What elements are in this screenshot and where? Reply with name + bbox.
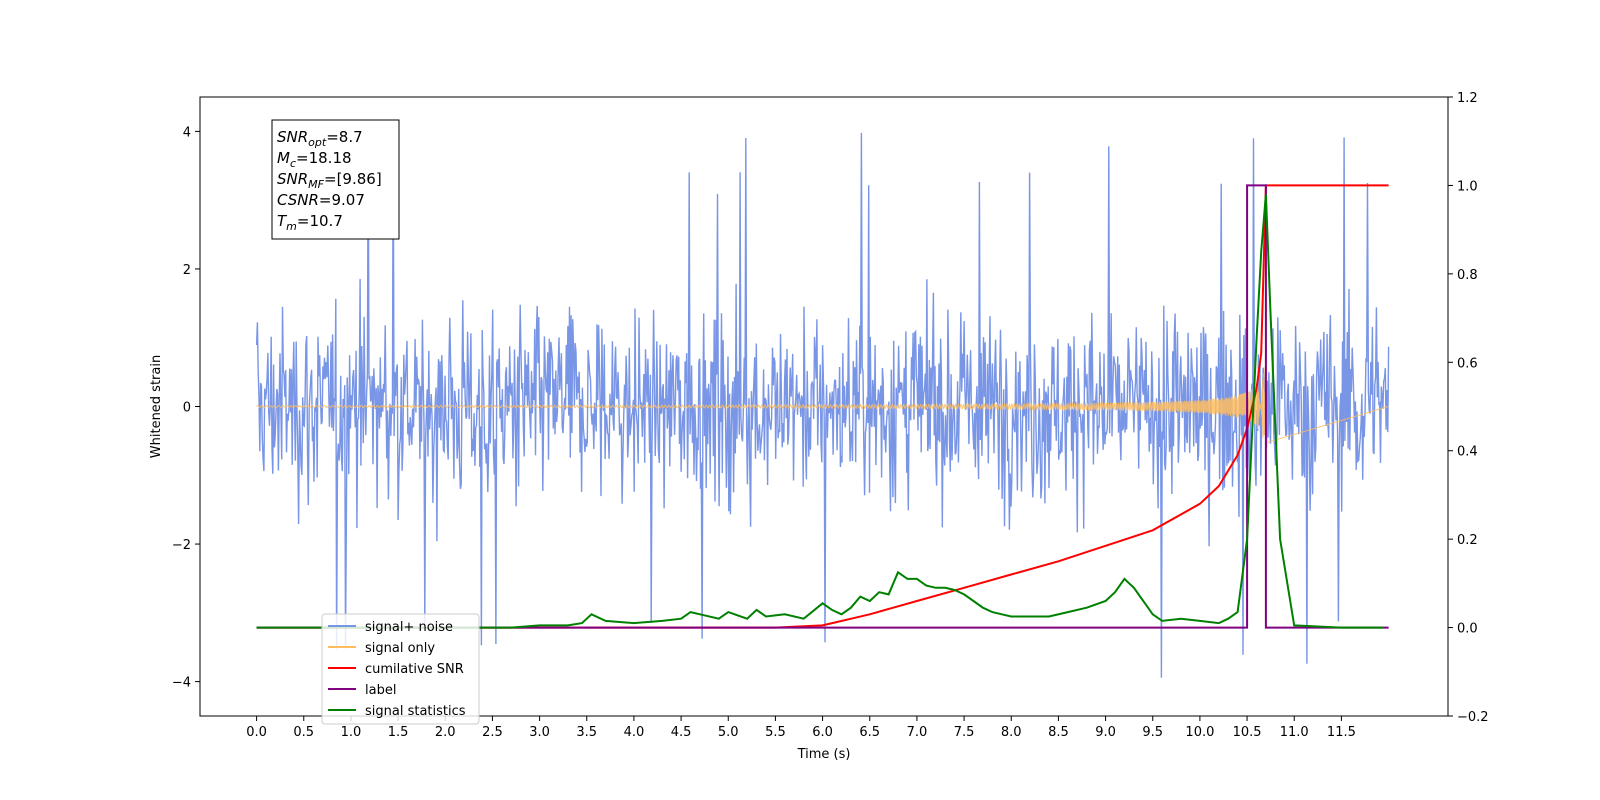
annotation-value: =[9.86] [324, 170, 382, 188]
annotation-symbol: M [277, 149, 290, 167]
plot-area [255, 126, 1390, 678]
annotation-line: SNRopt=8.7 [277, 128, 363, 149]
y-axis-label: Whitened strain [149, 355, 164, 458]
series-line-label [256, 184, 1389, 629]
x-tick-label: 11.5 [1327, 725, 1356, 740]
annotation-box: SNRopt=8.7Mc=18.18SNRMF=[9.86]CSNR=9.07T… [271, 119, 400, 240]
x-tick-label: 9.0 [1095, 725, 1116, 740]
x-tick-label: 3.0 [529, 725, 550, 740]
y2-tick-label: 1.0 [1457, 179, 1478, 194]
axes: 0.0 0.5 1.0 1.5 2.0 2.5 3.0 3.5 4.0 4.5 5.0 5.5 6.0 6… [149, 91, 1489, 762]
y2-tick-label: 1.2 [1457, 91, 1478, 106]
annotation-subscript: MF [308, 178, 324, 191]
annotation-symbol: CSNR [277, 191, 319, 209]
x-tick-label: 6.5 [859, 725, 880, 740]
x-tick-label: 8.0 [1001, 725, 1022, 740]
x-tick-label: 3.5 [576, 725, 597, 740]
y2-tick-label: 0.0 [1457, 622, 1478, 637]
annotation-frame [271, 119, 400, 240]
y-tick-label: 0 [183, 401, 191, 416]
annotation-line: SNRMF=[9.86] [277, 170, 382, 191]
y-tick-label: −2 [172, 538, 191, 553]
x-tick-label: 4.0 [624, 725, 645, 740]
y2-tick-label: 0.8 [1457, 268, 1478, 283]
x-tick-label: 2.0 [435, 725, 456, 740]
series-line-signal-statistics [256, 194, 1384, 629]
y-tick-label: 4 [183, 125, 191, 140]
x-tick-label: 2.5 [482, 725, 503, 740]
annotation-value: =9.07 [319, 191, 365, 209]
x-tick-label: 0.0 [246, 725, 267, 740]
legend-label: signal only [365, 641, 435, 656]
x-tick-label: 8.5 [1048, 725, 1069, 740]
y2-tick-label: 0.2 [1457, 533, 1478, 548]
x-tick-label: 5.5 [765, 725, 786, 740]
x-tick-label: 10.0 [1185, 725, 1214, 740]
x-tick-label: 10.5 [1233, 725, 1262, 740]
x-tick-label: 7.5 [954, 725, 975, 740]
x-tick-label: 4.5 [671, 725, 692, 740]
y2-tick-label: −0.2 [1457, 710, 1489, 725]
annotation-subscript: c [290, 157, 296, 170]
legend-label: signal statistics [365, 704, 466, 719]
y2-tick-label: 0.4 [1457, 445, 1478, 460]
x-tick-label: 0.5 [293, 725, 314, 740]
x-tick-label: 6.0 [812, 725, 833, 740]
legend-label: label [365, 683, 396, 698]
annotation-line: Tm=10.7 [277, 212, 343, 233]
series-line-signal-noise [255, 126, 1390, 678]
x-tick-label: 7.0 [907, 725, 928, 740]
legend-label: cumilative SNR [365, 662, 464, 677]
legend-label: signal+ noise [365, 620, 453, 635]
y-tick-label: −4 [172, 676, 191, 691]
y-tick-label: 2 [183, 263, 191, 278]
x-tick-label: 1.0 [341, 725, 362, 740]
series-line-cumilative-snr [256, 184, 1389, 629]
annotation-value: =10.7 [297, 212, 343, 230]
annotation-line: Mc=18.18 [277, 149, 352, 170]
annotation-subscript: opt [308, 136, 327, 149]
series-line-signal-only [256, 367, 1389, 444]
annotation-symbol: T [277, 212, 288, 230]
annotation-symbol: SNR [277, 170, 308, 188]
x-tick-label: 5.0 [718, 725, 739, 740]
annotation-value: =18.18 [296, 149, 352, 167]
annotation-subscript: m [286, 220, 297, 233]
legend-frame [321, 613, 480, 725]
series-group [255, 126, 1390, 678]
x-tick-label: 1.5 [388, 725, 409, 740]
annotation-value: =8.7 [326, 128, 362, 146]
annotation-symbol: SNR [277, 128, 308, 146]
x-tick-label: 9.5 [1142, 725, 1163, 740]
x-tick-label: 11.0 [1280, 725, 1309, 740]
y2-tick-label: 0.6 [1457, 356, 1478, 371]
legend: signal+ noise signal only cumilative SNR la… [321, 613, 480, 725]
annotation-line: CSNR=9.07 [277, 191, 365, 209]
x-axis-label: Time (s) [797, 747, 851, 762]
